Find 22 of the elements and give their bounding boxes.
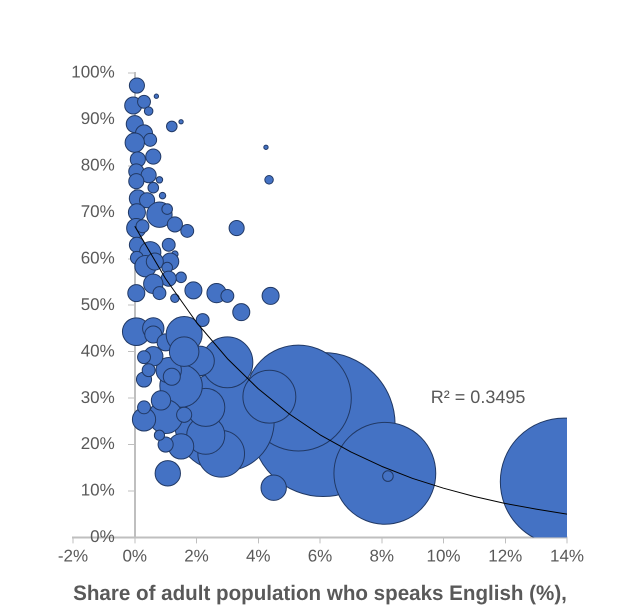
y-tick-label: 50% <box>80 294 115 314</box>
x-axis-title: Share of adult population who speaks English (%), <box>73 582 567 606</box>
y-tick-label: 60% <box>80 248 115 268</box>
y-tick-label: 40% <box>80 341 115 360</box>
x-tick-label: 4% <box>246 546 271 566</box>
y-tick-label: 70% <box>80 202 115 222</box>
x-tick-label: 0% <box>122 546 148 566</box>
x-tick-label: 14% <box>550 546 584 566</box>
annotation: R² = 0.3495 <box>430 387 526 408</box>
y-tick-label: 0% <box>90 527 115 546</box>
x-tick-label: 6% <box>308 546 332 566</box>
x-tick-label: 12% <box>488 546 522 566</box>
y-tick-label: 80% <box>80 156 115 175</box>
x-tick-label: 2% <box>184 546 209 566</box>
y-tick-label: 20% <box>80 434 115 454</box>
x-tick-label: 10% <box>426 546 461 566</box>
y-tick-label: 10% <box>80 480 115 500</box>
x-tick-label: -2% <box>58 546 88 566</box>
y-tick-label: 30% <box>80 388 115 407</box>
y-tick-label: 90% <box>80 109 115 128</box>
x-tick-label: 8% <box>369 546 394 566</box>
y-tick-label: 100% <box>71 62 115 82</box>
